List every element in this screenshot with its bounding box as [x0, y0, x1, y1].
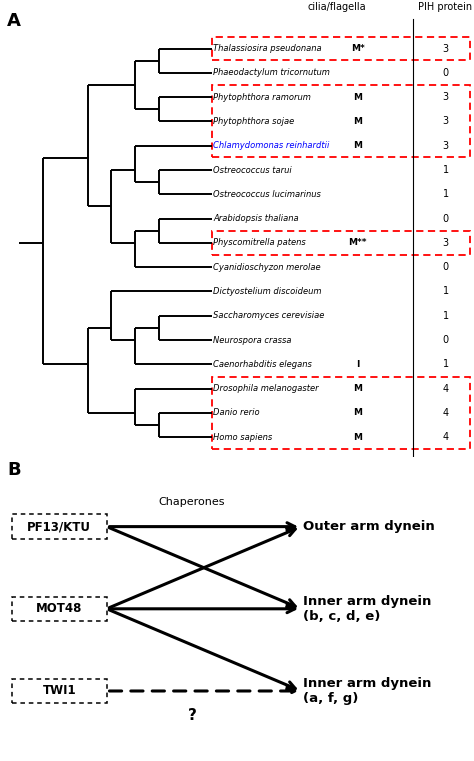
- Bar: [12, 679, 107, 703]
- Text: Saccharomyces cerevisiae: Saccharomyces cerevisiae: [213, 311, 325, 320]
- Text: Ostreococcus lucimarinus: Ostreococcus lucimarinus: [213, 189, 321, 199]
- Text: M: M: [354, 93, 362, 102]
- Text: 1: 1: [443, 310, 448, 320]
- Text: Inner arm dynein
(b, c, d, e): Inner arm dynein (b, c, d, e): [303, 595, 432, 622]
- Text: Outer arm dynein: Outer arm dynein: [303, 520, 435, 533]
- Text: M**: M**: [348, 238, 367, 247]
- Text: 0: 0: [443, 68, 448, 78]
- Text: 3: 3: [443, 141, 448, 151]
- Text: M*: M*: [351, 44, 365, 53]
- Text: Inner arm dynein
(a, f, g): Inner arm dynein (a, f, g): [303, 677, 432, 705]
- Text: Ostreococcus tarui: Ostreococcus tarui: [213, 165, 292, 174]
- Text: 1: 1: [443, 189, 448, 199]
- Text: PIH protein: PIH protein: [419, 2, 473, 12]
- Text: Phytophthora sojae: Phytophthora sojae: [213, 117, 294, 126]
- Text: Chaperones: Chaperones: [159, 497, 225, 507]
- Text: Drosophila melanogaster: Drosophila melanogaster: [213, 384, 319, 393]
- Text: 1: 1: [443, 286, 448, 297]
- Text: Caenorhabditis elegans: Caenorhabditis elegans: [213, 360, 312, 369]
- Text: 0: 0: [443, 214, 448, 224]
- Text: B: B: [7, 461, 21, 479]
- Text: 1: 1: [443, 165, 448, 175]
- Text: 1: 1: [443, 359, 448, 369]
- Text: M: M: [354, 384, 362, 393]
- Bar: [212, 37, 470, 60]
- Text: M: M: [354, 117, 362, 126]
- Text: Neurospora crassa: Neurospora crassa: [213, 336, 292, 345]
- Text: Cyanidioschyzon merolae: Cyanidioschyzon merolae: [213, 263, 321, 272]
- Text: TWI1: TWI1: [43, 684, 76, 698]
- Text: Arabidopsis thaliana: Arabidopsis thaliana: [213, 214, 299, 223]
- Bar: [212, 231, 470, 254]
- Text: PF13/KTU: PF13/KTU: [27, 520, 91, 533]
- Text: 0: 0: [443, 262, 448, 272]
- Text: M: M: [354, 433, 362, 441]
- Text: M: M: [354, 142, 362, 150]
- Text: 4: 4: [443, 384, 448, 393]
- Text: Phaeodactylum tricornutum: Phaeodactylum tricornutum: [213, 68, 330, 78]
- Text: M: M: [354, 409, 362, 417]
- Text: Physcomitrella patens: Physcomitrella patens: [213, 238, 306, 247]
- Text: 4: 4: [443, 408, 448, 418]
- Text: Danio rerio: Danio rerio: [213, 409, 260, 417]
- Bar: [12, 597, 107, 621]
- Bar: [212, 377, 470, 449]
- Text: cilia/flagella: cilia/flagella: [307, 2, 366, 12]
- Text: 4: 4: [443, 432, 448, 442]
- Bar: [212, 85, 470, 158]
- Text: ?: ?: [188, 708, 196, 723]
- Text: Thalassiosira pseudonana: Thalassiosira pseudonana: [213, 44, 322, 53]
- Text: 3: 3: [443, 116, 448, 126]
- Text: I: I: [356, 360, 360, 369]
- Text: 3: 3: [443, 43, 448, 53]
- Text: Phytophthora ramorum: Phytophthora ramorum: [213, 93, 311, 102]
- Text: 0: 0: [443, 335, 448, 345]
- Text: Homo sapiens: Homo sapiens: [213, 433, 273, 441]
- Text: 3: 3: [443, 92, 448, 102]
- Text: A: A: [7, 12, 21, 30]
- Text: Chlamydomonas reinhardtii: Chlamydomonas reinhardtii: [213, 142, 330, 150]
- Text: MOT48: MOT48: [36, 602, 82, 616]
- Text: 3: 3: [443, 238, 448, 248]
- Text: Dictyostelium discoideum: Dictyostelium discoideum: [213, 287, 322, 296]
- Bar: [12, 514, 107, 539]
